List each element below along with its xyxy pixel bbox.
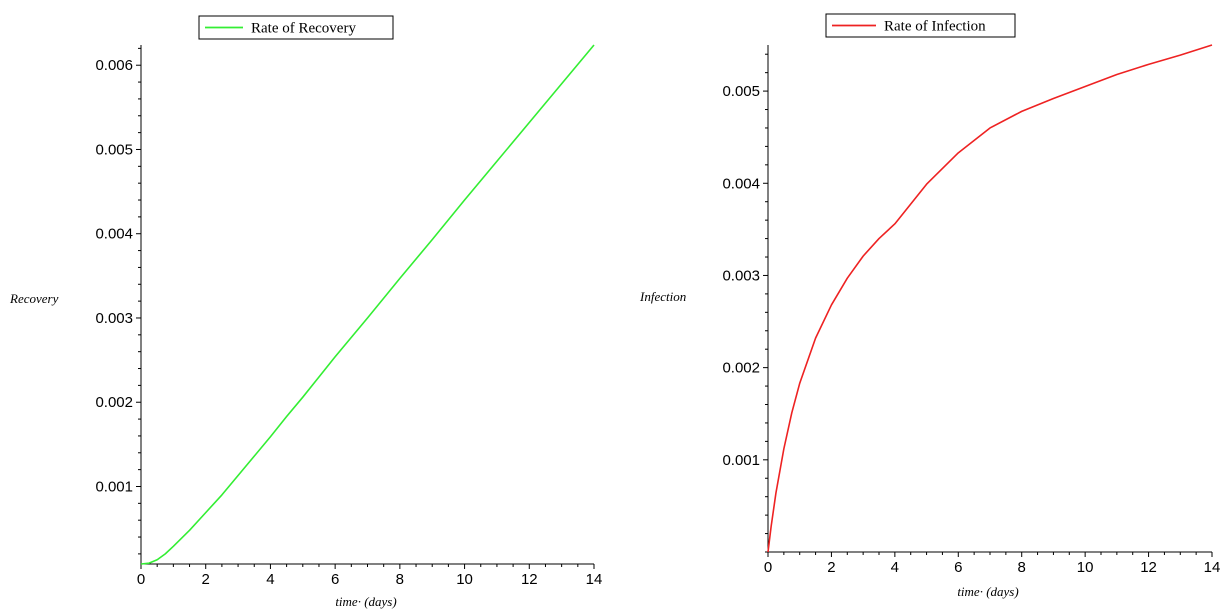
chart2-y-axis-label: Infection xyxy=(639,289,686,304)
chart2-legend-label: Rate of Infection xyxy=(884,19,986,35)
chart1-y-tick-label: 0.005 xyxy=(95,141,133,158)
chart1-y-axis-label: Recovery xyxy=(9,291,59,306)
chart1-legend-label: Rate of Recovery xyxy=(251,21,356,37)
chart1-y-tick-label: 0.001 xyxy=(95,478,133,495)
chart2: 0 2 4 6 8 10 12 14 0.001 0.002 0.003 0.004 0.005 Infe… xyxy=(639,13,1221,599)
chart1-y-tick-label: 0.004 xyxy=(95,226,133,243)
chart1-x-tick-label: 14 xyxy=(586,571,603,588)
chart1: 0 2 4 6 8 10 12 14 0.001 0.002 0.003 0.004 0.005 0.00… xyxy=(9,15,603,609)
chart2-legend-box xyxy=(825,13,1016,38)
chart1-x-tick-label: 0 xyxy=(137,571,145,588)
chart1-x-tick-label: 12 xyxy=(521,571,538,588)
chart2-x-tick-label: 12 xyxy=(1140,559,1157,576)
chart1-x-tick-label: 2 xyxy=(202,571,210,588)
chart2-x-axis-label: time· (days) xyxy=(957,584,1018,599)
chart2-legend: Rate of Infection xyxy=(825,13,1016,38)
chart2-x-tick-label: 8 xyxy=(1018,559,1026,576)
chart2-x-tick-label: 2 xyxy=(827,559,835,576)
chart2-y-tick-label: 0.004 xyxy=(722,175,760,192)
chart2-x-tick-label: 0 xyxy=(764,559,772,576)
chart2-x-tick-label: 6 xyxy=(954,559,962,576)
chart1-x-axis-label: time· (days) xyxy=(335,594,396,609)
chart1-x-tick-label: 10 xyxy=(456,571,473,588)
chart1-legend: Rate of Recovery xyxy=(198,15,394,40)
chart1-series-line xyxy=(140,44,595,565)
chart2-x-tick-label: 10 xyxy=(1077,559,1094,576)
chart2-x-tick-label: 14 xyxy=(1204,559,1221,576)
chart1-y-tick-label: 0.002 xyxy=(95,394,133,411)
chart2-y-tick-label: 0.001 xyxy=(722,452,760,469)
chart2-series-line xyxy=(767,44,1213,553)
chart1-x-tick-label: 8 xyxy=(396,571,404,588)
chart2-x-tick-label: 4 xyxy=(891,559,899,576)
chart2-y-tick-label: 0.002 xyxy=(722,360,760,377)
chart2-y-tick-label: 0.005 xyxy=(722,83,760,100)
chart1-x-tick-label: 6 xyxy=(331,571,339,588)
chart1-legend-box xyxy=(198,15,394,40)
chart1-x-tick-label: 4 xyxy=(266,571,274,588)
chart1-y-tick-label: 0.003 xyxy=(95,310,133,327)
chart2-y-tick-label: 0.003 xyxy=(722,267,760,284)
chart1-y-tick-label: 0.006 xyxy=(95,57,133,74)
